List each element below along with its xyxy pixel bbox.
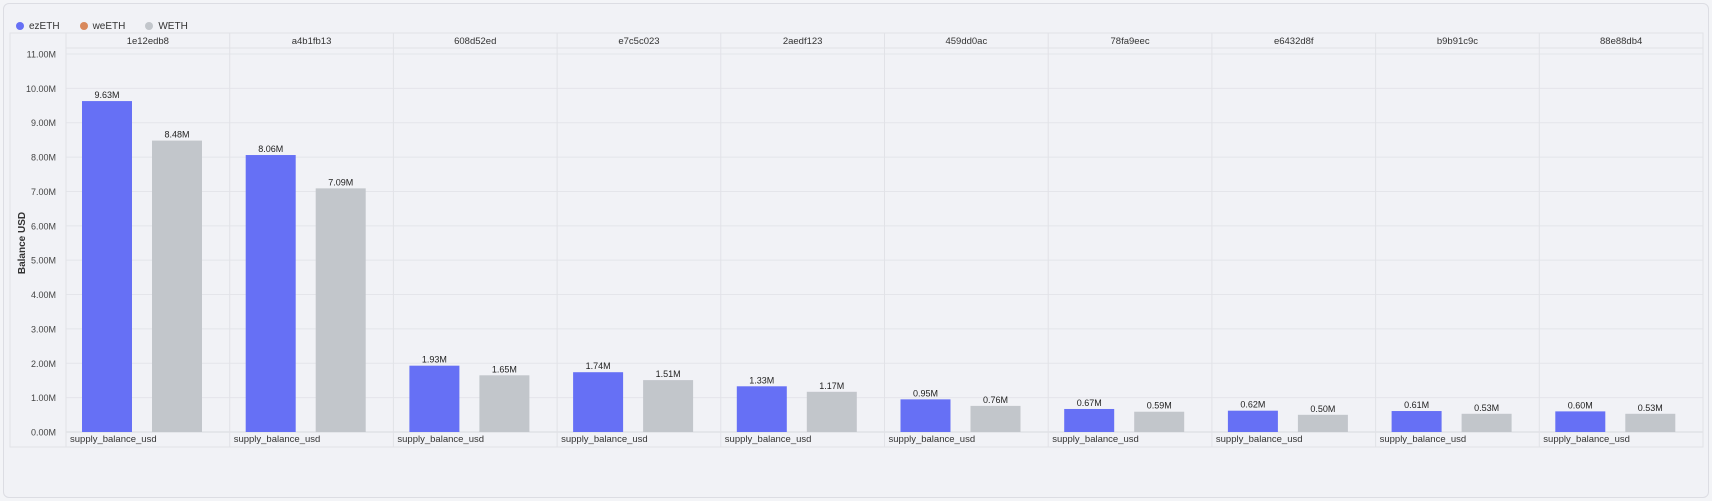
y-tick-label: 3.00M: [31, 324, 56, 334]
legend: ezETH weETH WETH: [16, 18, 188, 34]
data-label-weth-608d52ed: 1.65M: [492, 364, 517, 374]
facet-header-459dd0ac: 459dd0ac: [945, 36, 987, 47]
data-label-weth-88e88db4: 0.53M: [1638, 403, 1663, 413]
facet-header-b9b91c9c: b9b91c9c: [1437, 36, 1478, 47]
legend-swatch-weth: [145, 22, 154, 30]
facet-category-label: supply_balance_usd: [234, 434, 321, 445]
data-label-weth-459dd0ac: 0.76M: [983, 395, 1008, 405]
data-label-weth-78fa9eec: 0.59M: [1147, 401, 1172, 411]
bar-ezeth-2aedf123: [736, 386, 787, 432]
facet-category-label: supply_balance_usd: [1543, 434, 1630, 445]
data-label-weth-1e12edb8: 8.48M: [164, 130, 189, 140]
legend-swatch-ezeth: [16, 22, 24, 30]
bar-ezeth-a4b1fb13: [245, 155, 296, 432]
bar-weth-78fa9eec: [1134, 411, 1185, 432]
facet-category-label: supply_balance_usd: [1052, 434, 1139, 445]
y-tick-label: 0.00M: [31, 428, 56, 438]
facet-category-label: supply_balance_usd: [1380, 434, 1467, 445]
data-label-weth-e6432d8f: 0.50M: [1310, 404, 1335, 414]
data-label-weth-2aedf123: 1.17M: [819, 381, 844, 391]
data-label-weth-a4b1fb13: 7.09M: [328, 177, 353, 187]
y-tick-label: 2.00M: [31, 359, 56, 369]
legend-item-weth[interactable]: WETH: [145, 20, 188, 32]
legend-item-weeth[interactable]: weETH: [79, 20, 126, 32]
data-label-ezeth-608d52ed: 1.93M: [422, 355, 447, 365]
facet-header-1e12edb8: 1e12edb8: [127, 36, 169, 47]
y-tick-label: 5.00M: [31, 256, 56, 266]
bar-weth-b9b91c9c: [1461, 413, 1512, 432]
facet-header-a4b1fb13: a4b1fb13: [292, 36, 332, 47]
legend-item-ezeth[interactable]: ezETH: [16, 21, 60, 32]
facet-category-label: supply_balance_usd: [561, 434, 648, 445]
facet-header-88e88db4: 88e88db4: [1600, 36, 1642, 47]
bar-ezeth-e6432d8f: [1227, 410, 1278, 432]
data-label-ezeth-a4b1fb13: 8.06M: [258, 144, 283, 154]
facet-header-2aedf123: 2aedf123: [783, 36, 823, 47]
facet-category-label: supply_balance_usd: [889, 434, 976, 445]
data-label-weth-b9b91c9c: 0.53M: [1474, 403, 1499, 413]
y-tick-label: 4.00M: [31, 290, 56, 300]
bar-weth-2aedf123: [806, 391, 857, 432]
facet-header-608d52ed: 608d52ed: [454, 36, 496, 47]
data-label-ezeth-1e12edb8: 9.63M: [94, 90, 119, 100]
bar-ezeth-608d52ed: [409, 365, 460, 432]
bar-weth-88e88db4: [1625, 413, 1676, 432]
bar-ezeth-459dd0ac: [900, 399, 951, 432]
bar-weth-608d52ed: [479, 375, 530, 432]
facet-category-label: supply_balance_usd: [725, 434, 812, 445]
legend-swatch-weeth: [79, 22, 88, 30]
y-tick-label: 9.00M: [31, 118, 56, 128]
y-tick-label: 8.00M: [31, 153, 56, 163]
y-tick-label: 11.00M: [27, 50, 56, 60]
y-tick-label: 6.00M: [31, 221, 56, 231]
bar-ezeth-b9b91c9c: [1391, 411, 1442, 432]
bar-ezeth-88e88db4: [1555, 411, 1606, 432]
data-label-ezeth-e6432d8f: 0.62M: [1240, 400, 1265, 410]
y-axis-title: Balance USD: [17, 212, 28, 274]
bar-ezeth-e7c5c023: [573, 372, 624, 432]
bar-weth-459dd0ac: [970, 405, 1021, 432]
facet-header-e6432d8f: e6432d8f: [1274, 36, 1314, 47]
facet-header-e7c5c023: e7c5c023: [618, 36, 659, 47]
legend-label-weth: WETH: [158, 20, 188, 32]
y-tick-label: 10.00M: [26, 84, 56, 94]
bar-weth-e6432d8f: [1297, 414, 1348, 432]
y-tick-label: 1.00M: [31, 393, 56, 403]
data-label-ezeth-e7c5c023: 1.74M: [586, 361, 611, 371]
data-label-ezeth-78fa9eec: 0.67M: [1077, 398, 1102, 408]
data-label-ezeth-459dd0ac: 0.95M: [913, 388, 938, 398]
bar-ezeth-1e12edb8: [82, 101, 132, 432]
data-label-ezeth-88e88db4: 0.60M: [1568, 400, 1593, 410]
data-label-ezeth-2aedf123: 1.33M: [749, 375, 774, 385]
data-label-ezeth-b9b91c9c: 0.61M: [1404, 400, 1429, 410]
facet-header-78fa9eec: 78fa9eec: [1111, 36, 1150, 47]
facet-category-label: supply_balance_usd: [397, 434, 484, 445]
data-label-weth-e7c5c023: 1.51M: [656, 369, 681, 379]
legend-label-ezeth: ezETH: [29, 20, 60, 32]
bar-ezeth-78fa9eec: [1064, 408, 1115, 432]
bar-weth-a4b1fb13: [315, 188, 366, 432]
bar-weth-e7c5c023: [643, 380, 694, 432]
bar-weth-1e12edb8: [152, 140, 202, 432]
facet-category-label: supply_balance_usd: [70, 434, 157, 445]
legend-label-weeth: weETH: [92, 20, 126, 32]
y-tick-label: 7.00M: [31, 187, 56, 197]
facet-category-label: supply_balance_usd: [1216, 434, 1303, 445]
